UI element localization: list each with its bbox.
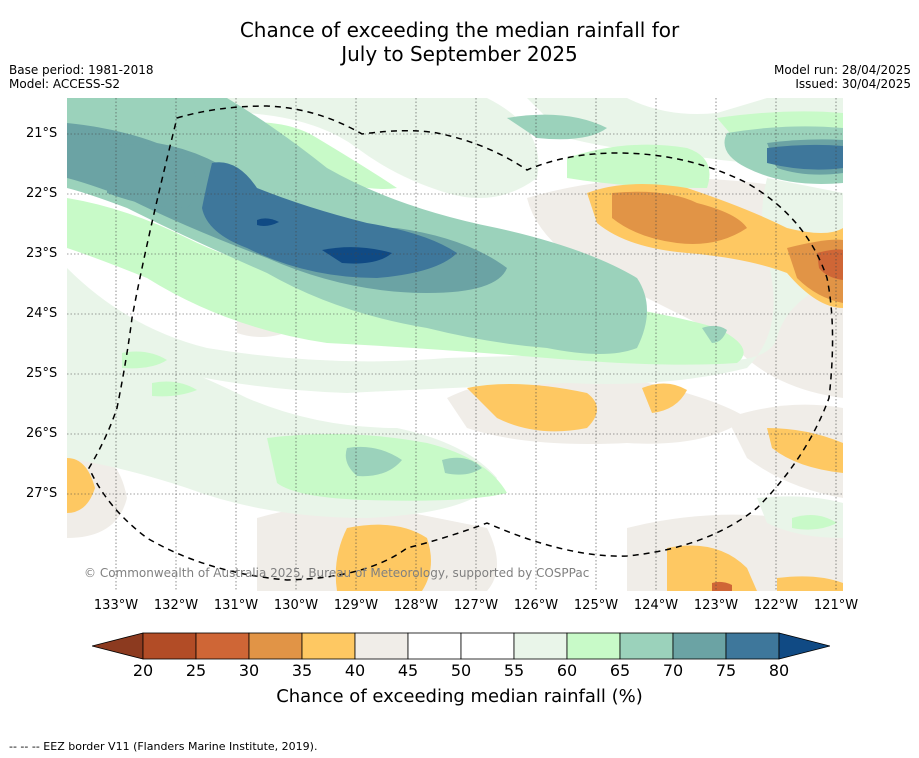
colorbar	[92, 632, 830, 660]
copyright-notice: © Commonwealth of Australia 2025, Bureau…	[84, 566, 590, 580]
zone-75-80	[202, 144, 843, 278]
colorbar-extend-low	[92, 632, 144, 660]
lon-label: 128°W	[393, 598, 439, 613]
lon-label: 123°W	[693, 598, 739, 613]
lon-label: 130°W	[273, 598, 319, 613]
lon-label: 129°W	[333, 598, 379, 613]
colorbar-tick-label: 65	[609, 661, 631, 680]
grid-lines	[67, 98, 843, 591]
lon-label: 125°W	[573, 598, 619, 613]
lat-label: 24°S	[26, 306, 58, 321]
map-canvas	[67, 98, 843, 591]
colorbar-segment	[672, 632, 727, 660]
colorbar-segment	[301, 632, 356, 660]
lon-label: 127°W	[453, 598, 499, 613]
title-line-2: July to September 2025	[341, 42, 578, 66]
title-line-1: Chance of exceeding the median rainfall …	[239, 18, 680, 42]
colorbar-tick-label: 80	[768, 661, 790, 680]
meta-left: Base period: 1981-2018 Model: ACCESS-S2	[9, 63, 154, 91]
eez-border	[88, 105, 834, 581]
rainfall-map	[67, 98, 843, 591]
chart-title: Chance of exceeding the median rainfall …	[0, 18, 919, 66]
colorbar-tick-label: 75	[715, 661, 737, 680]
colorbar-tick-label: 25	[185, 661, 207, 680]
colorbar-segment	[142, 632, 197, 660]
zone-above-80	[257, 218, 392, 264]
colorbar-tick-label: 55	[503, 661, 525, 680]
colorbar-segment	[354, 632, 409, 660]
colorbar-segment	[407, 632, 462, 660]
meta-right: Model run: 28/04/2025 Issued: 30/04/2025	[774, 63, 911, 91]
colorbar-tick-label: 40	[344, 661, 366, 680]
base-period: Base period: 1981-2018	[9, 63, 154, 77]
lat-label: 21°S	[26, 126, 58, 141]
colorbar-label: Chance of exceeding median rainfall (%)	[276, 686, 643, 707]
colorbar-segments	[92, 632, 830, 660]
colorbar-segment	[195, 632, 250, 660]
colorbar-segment	[513, 632, 568, 660]
colorbar-tick-label: 20	[132, 661, 154, 680]
zone-25-30	[712, 249, 843, 591]
colorbar-segment	[248, 632, 303, 660]
colorbar-tick-label: 50	[450, 661, 472, 680]
lon-label: 126°W	[513, 598, 559, 613]
eez-legend-note: -- -- -- EEZ border V11 (Flanders Marine…	[9, 740, 318, 753]
lat-label: 23°S	[26, 246, 58, 261]
colorbar-tick-label: 60	[556, 661, 578, 680]
lat-label: 26°S	[26, 426, 58, 441]
lon-label: 122°W	[753, 598, 799, 613]
colorbar-tick-label: 35	[291, 661, 313, 680]
colorbar-segment	[619, 632, 674, 660]
zone-40-45	[67, 178, 843, 591]
colorbar-extend-high	[778, 632, 830, 660]
lon-label: 132°W	[153, 598, 199, 613]
lon-label: 131°W	[213, 598, 259, 613]
model-name: Model: ACCESS-S2	[9, 77, 121, 91]
lon-label: 133°W	[93, 598, 139, 613]
lat-label: 27°S	[26, 486, 58, 501]
lat-label: 22°S	[26, 186, 58, 201]
lat-label: 25°S	[26, 366, 58, 381]
colorbar-segment	[460, 632, 515, 660]
colorbar-segment	[725, 632, 780, 660]
colorbar-tick-label: 70	[662, 661, 684, 680]
lon-label: 121°W	[813, 598, 859, 613]
colorbar-tick-label: 30	[238, 661, 260, 680]
model-run: Model run: 28/04/2025	[773, 63, 911, 77]
colorbar-tick-label: 45	[397, 661, 419, 680]
colorbar-segment	[566, 632, 621, 660]
lon-label: 124°W	[633, 598, 679, 613]
issued-date: Issued: 30/04/2025	[795, 77, 911, 91]
